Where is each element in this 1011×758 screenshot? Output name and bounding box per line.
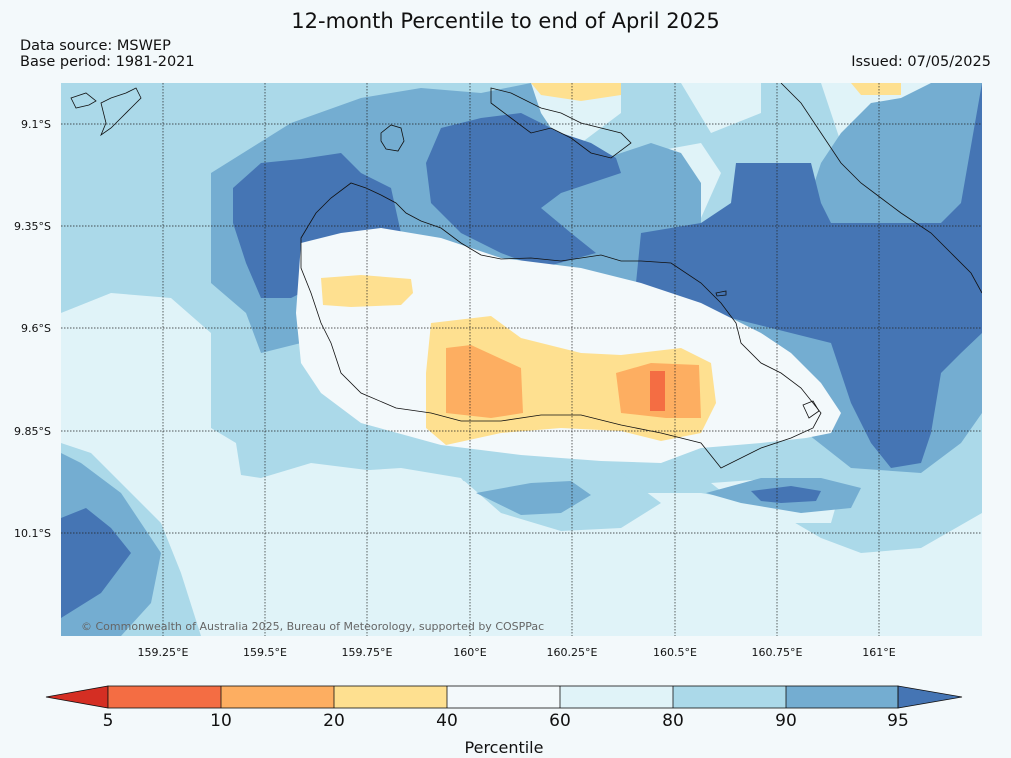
lat-label: 9.6°S xyxy=(21,322,51,335)
percentile-map: © Commonwealth of Australia 2025, Bureau… xyxy=(61,83,982,636)
graticule xyxy=(61,83,982,636)
map-title: 12-month Percentile to end of April 2025 xyxy=(291,9,720,33)
credit-text: © Commonwealth of Australia 2025, Bureau… xyxy=(81,620,544,633)
lon-label: 161°E xyxy=(862,646,896,659)
lon-label: 160°E xyxy=(453,646,487,659)
lat-label: 9.85°S xyxy=(14,425,51,438)
lon-label: 160.5°E xyxy=(653,646,697,659)
colorbar-label: Percentile xyxy=(464,738,544,757)
colorbar-tick: 10 xyxy=(210,711,232,731)
colorbar-extend-high xyxy=(897,685,963,709)
colorbar-tick: 5 xyxy=(102,711,114,731)
colorbar-swatch xyxy=(108,686,221,708)
lon-label: 160.75°E xyxy=(751,646,803,659)
colorbar-swatch xyxy=(334,686,447,708)
colorbar-swatch xyxy=(786,686,898,708)
data-source-text: Data source: MSWEP xyxy=(20,38,171,54)
lat-label: 10.1°S xyxy=(14,527,51,540)
colorbar xyxy=(45,685,963,709)
colorbar-tick: 90 xyxy=(775,711,797,731)
coastline xyxy=(70,83,982,469)
colorbar-tick: 40 xyxy=(436,711,458,731)
lat-label: 9.1°S xyxy=(21,118,51,131)
lon-label: 160.25°E xyxy=(546,646,598,659)
colorbar-swatch xyxy=(673,686,786,708)
lon-label: 159.25°E xyxy=(137,646,189,659)
lat-label: 9.35°S xyxy=(14,220,51,233)
issued-date: Issued: 07/05/2025 xyxy=(851,54,991,70)
colorbar-tick: 60 xyxy=(549,711,571,731)
colorbar-extend-low xyxy=(45,685,109,709)
colorbar-swatch xyxy=(447,686,560,708)
lon-label: 159.5°E xyxy=(243,646,287,659)
colorbar-tick: 20 xyxy=(323,711,345,731)
colorbar-swatch xyxy=(221,686,334,708)
band-5-10 xyxy=(650,371,665,411)
lon-label: 159.75°E xyxy=(341,646,393,659)
colorbar-tick: 95 xyxy=(887,711,909,731)
source-info: Data source: MSWEP Base period: 1981-202… xyxy=(20,38,195,70)
base-period-text: Base period: 1981-2021 xyxy=(20,53,195,70)
colorbar-swatch xyxy=(560,686,673,708)
colorbar-tick: 80 xyxy=(662,711,684,731)
